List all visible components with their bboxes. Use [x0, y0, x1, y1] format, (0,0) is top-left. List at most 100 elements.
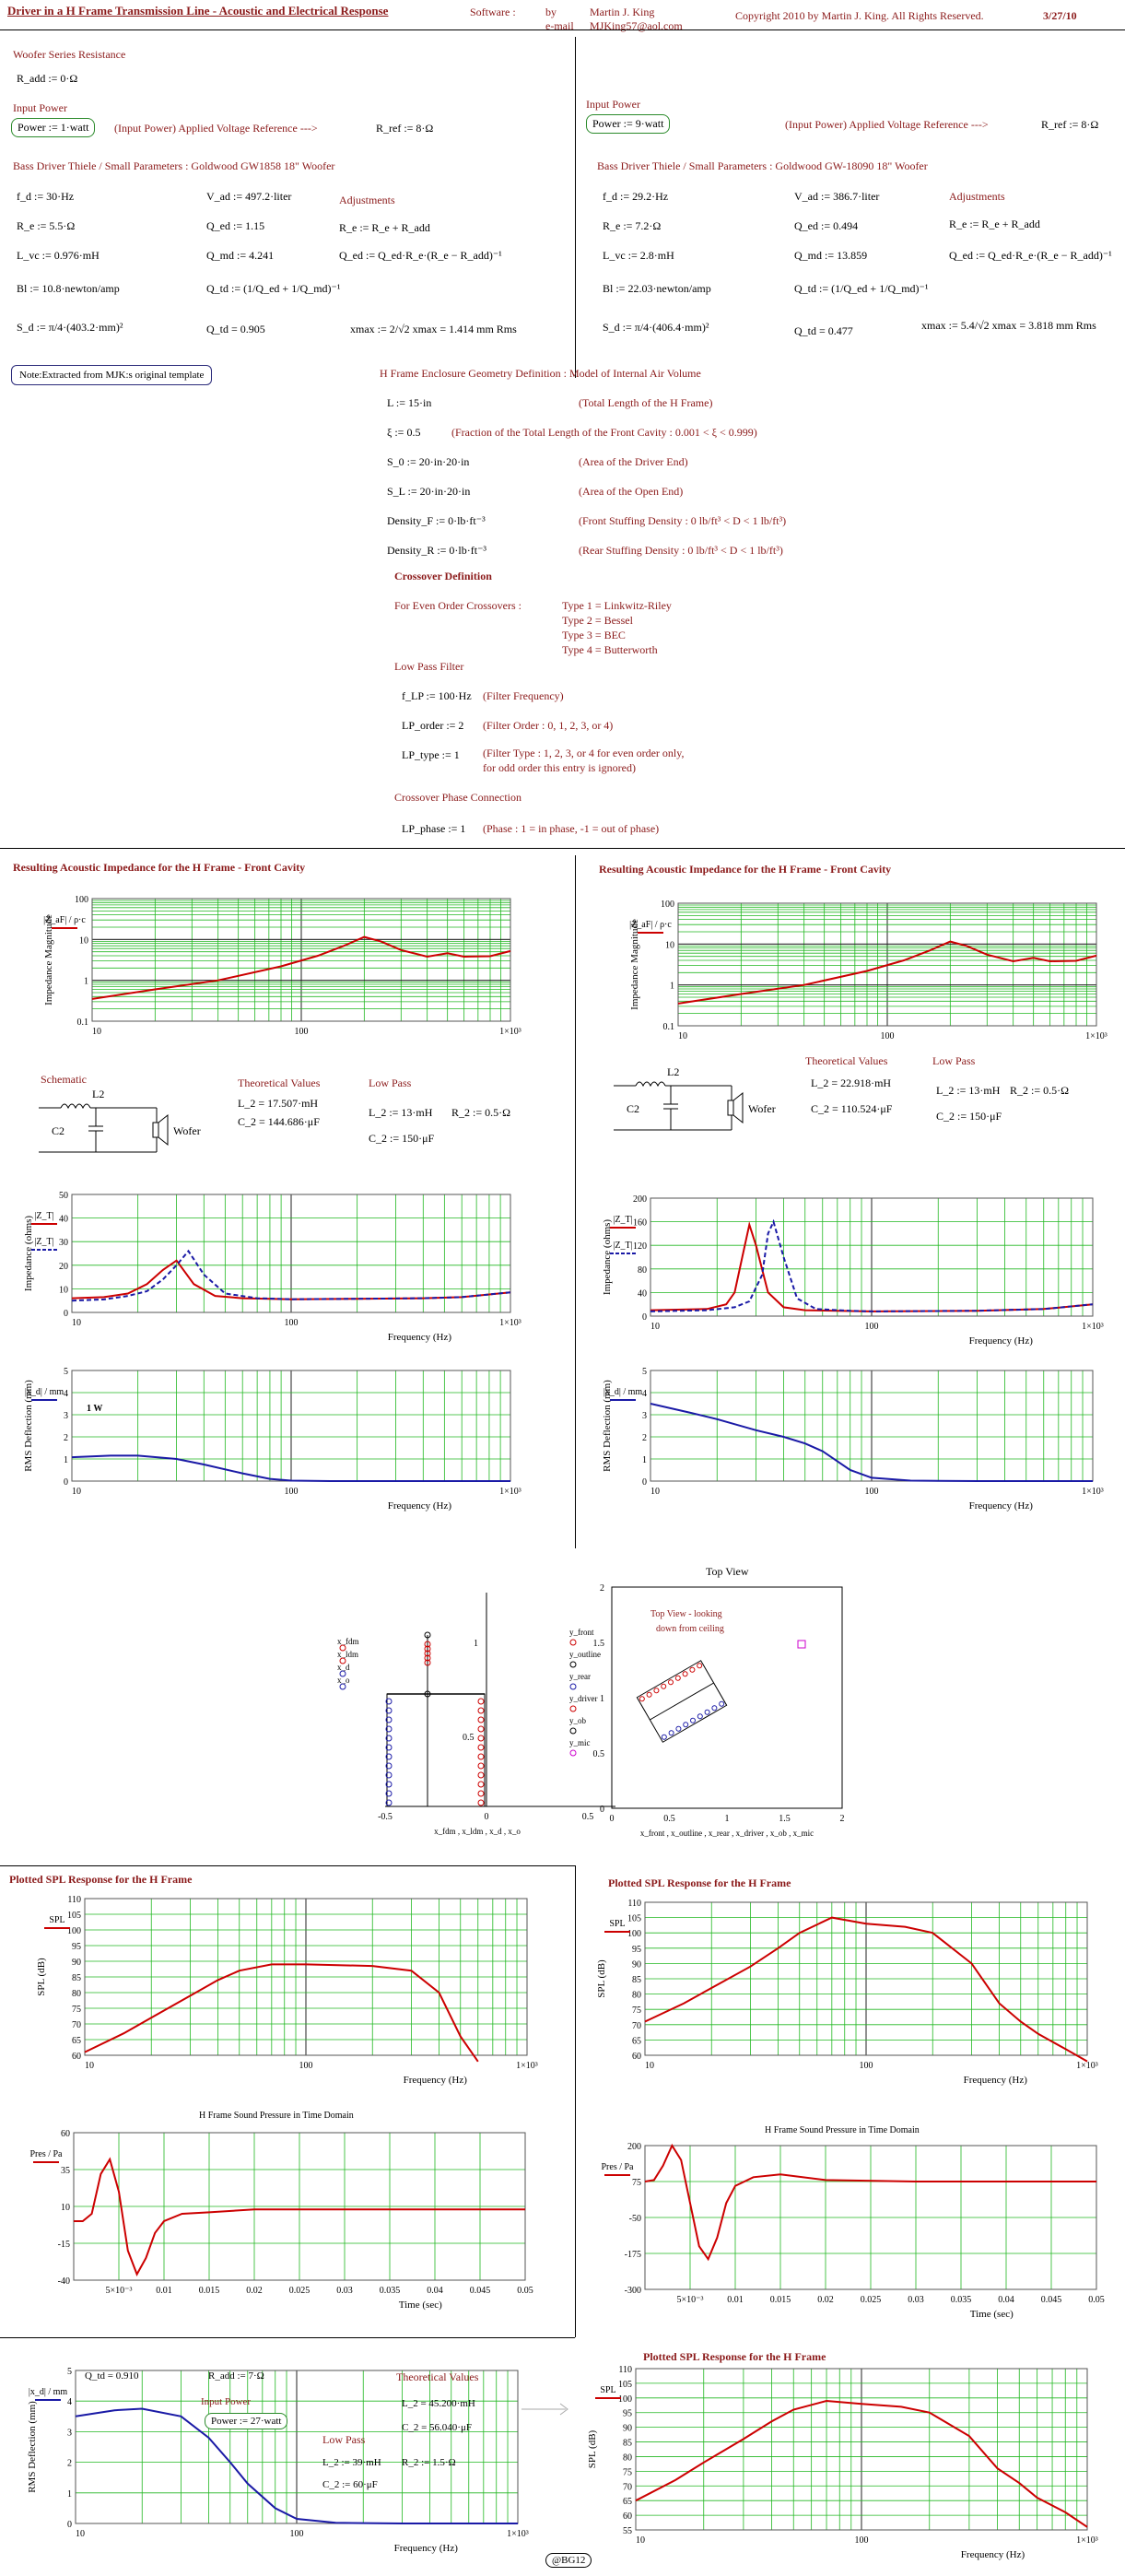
- x-tick-label: 10: [72, 1318, 81, 1328]
- series-line: [677, 940, 1097, 1005]
- param-qtd-result-right: Q_td = 0.477: [794, 324, 853, 337]
- geo-note-2: (Area of the Driver End): [579, 455, 688, 468]
- schematic-label: Schematic: [41, 1073, 87, 1086]
- series-line: [650, 1220, 1094, 1312]
- y-axis-label: Impedance Magnitude: [43, 914, 54, 1006]
- y-tick-label: 3: [64, 1411, 68, 1421]
- theory-label-right: Theoretical Values: [805, 1054, 888, 1067]
- y-tick-label: 75: [72, 2005, 81, 2015]
- theory-l2-right: L_2 = 22.918·mH: [811, 1076, 892, 1089]
- y-tick-label: 100: [75, 895, 88, 905]
- lp-order-note: (Filter Order : 0, 1, 2, 3, or 4): [483, 719, 614, 732]
- legend-label: y_ob: [569, 1716, 587, 1725]
- x-tick-label: 0.045: [1041, 2295, 1062, 2305]
- legend-label: x_ldm: [337, 1650, 358, 1659]
- y-tick-label: 0.5: [593, 1749, 605, 1759]
- y-tick-label: -50: [629, 2214, 641, 2224]
- x-tick-label: 2: [840, 1814, 845, 1824]
- series-name: |Z_aF| / ρ·c: [629, 920, 672, 930]
- param-sd-right: S_d := π/4·(406.4·mm)²: [603, 321, 709, 334]
- legend-marker: [569, 1749, 577, 1757]
- plot-frame: [677, 902, 1097, 1027]
- x-tick-label: 1.5: [779, 1814, 791, 1824]
- series-name: Pres / Pa: [30, 2149, 64, 2159]
- time-title-left: H Frame Sound Pressure in Time Domain: [199, 2111, 354, 2121]
- plot-frame: [650, 1197, 1094, 1317]
- y-tick-label: 110: [627, 1899, 641, 1909]
- rear-point: [385, 1735, 393, 1742]
- driver-point: [424, 1645, 431, 1653]
- lp-type-note2: for odd order this entry is ignored): [483, 761, 636, 774]
- power-field-right[interactable]: Power := 9·watt: [586, 114, 671, 134]
- x-axis-label: Frequency (Hz): [404, 2075, 468, 2086]
- legend-marker: [339, 1683, 346, 1690]
- x-tick-label: 100: [295, 1027, 309, 1037]
- y-tick-label: 70: [632, 2021, 641, 2031]
- ob-point: [424, 1631, 431, 1639]
- y-tick-label: 4: [642, 1389, 647, 1399]
- param-qtd: Q_td := (1/Q_ed + 1/Q_md)⁻¹: [206, 282, 341, 295]
- woofer-label-left: Wofer: [173, 1124, 201, 1137]
- y-tick-label: 85: [72, 1973, 81, 1983]
- rref-right: R_ref := 8·Ω: [1041, 118, 1099, 131]
- x-tick-label: 100: [855, 2535, 869, 2546]
- bottom-power-field[interactable]: Power := 27·watt: [205, 2413, 288, 2429]
- y-tick-label: 35: [61, 2166, 70, 2176]
- by-label: by: [545, 6, 557, 18]
- y-tick-label: 0: [600, 1805, 604, 1815]
- y-tick-label: 200: [633, 1194, 647, 1205]
- adjust-re-right: R_e := R_e + R_add: [949, 218, 1040, 230]
- author: Martin J. King: [590, 6, 655, 18]
- power-field[interactable]: Power := 1·watt: [11, 118, 96, 137]
- front-point: [697, 1663, 703, 1669]
- x-axis-label: Frequency (Hz): [394, 2543, 459, 2554]
- rref: R_ref := 8·Ω: [376, 122, 434, 135]
- y-tick-label: 2: [600, 1583, 604, 1594]
- x-axis-label: Frequency (Hz): [964, 2075, 1028, 2086]
- legend-label: y_driver: [569, 1694, 598, 1703]
- driver-point: [424, 1654, 431, 1662]
- spl-title-right: Plotted SPL Response for the H Frame: [608, 1876, 791, 1889]
- x-tick-label: 0.05: [1088, 2295, 1105, 2305]
- front-point: [477, 1735, 485, 1742]
- x-tick-label: 100: [881, 1031, 895, 1041]
- y-axis-label: Impedance Magnitude: [629, 919, 640, 1010]
- geometry-top-view: 0 0.5 1 1.5 2 0 0.5 1 1.5 2 y_front y_outline y_rear…: [569, 1583, 845, 1838]
- plot-frame: [644, 1901, 1088, 2056]
- x-tick-label: 1×10³: [1082, 1487, 1104, 1497]
- rear-point: [683, 1722, 689, 1728]
- front-point: [477, 1707, 485, 1714]
- email: MJKing57@aol.com: [590, 19, 683, 32]
- x-tick-label: 100: [299, 2061, 313, 2071]
- bottom-lp-l2: L_2 := 39·mH: [322, 2457, 381, 2468]
- front-point: [477, 1753, 485, 1760]
- y-tick-label: 90: [632, 1959, 641, 1970]
- front-point: [477, 1781, 485, 1788]
- x-tick-label: 0.015: [770, 2295, 791, 2305]
- chart-zt_left: 0 10 20 30 40 50 10 100 1×10³ Impedance (ohms) Fre…: [23, 1191, 521, 1343]
- bottom-theory: Theoretical Values: [396, 2370, 479, 2383]
- y-tick-label: 1: [600, 1694, 604, 1704]
- param-qmd-right: Q_md := 13.859: [794, 249, 868, 262]
- y-tick-label: 65: [623, 2497, 632, 2507]
- y-tick-label: 5: [67, 2367, 72, 2377]
- imp-title-left: Resulting Acoustic Impedance for the H F…: [13, 861, 306, 874]
- x-tick-label: 1×10³: [1076, 2535, 1098, 2546]
- y-tick-label: 65: [632, 2036, 641, 2046]
- mic-point: [797, 1640, 806, 1649]
- legend-label: y_outline: [569, 1650, 601, 1659]
- param-bl: Bl := 10.8·newton/amp: [17, 282, 120, 295]
- input-power-note-right: (Input Power) Applied Voltage Reference …: [785, 118, 989, 131]
- x-tick-label: 10: [645, 2061, 654, 2071]
- bottom-theory-l2: L_2 = 45.200·mH: [402, 2398, 475, 2409]
- rear-point: [385, 1799, 393, 1806]
- param-fd-right: f_d := 29.2·Hz: [603, 190, 669, 203]
- x-tick-label: 1×10³: [499, 1318, 521, 1328]
- adjust-qed: Q_ed := Q_ed·R_e·(R_e − R_add)⁻¹: [339, 249, 502, 262]
- x-tick-label: 1×10³: [507, 2529, 529, 2539]
- lp-type: LP_type := 1: [402, 748, 460, 761]
- x-tick-label: 0.035: [951, 2295, 972, 2305]
- lowpass-heading: Low Pass Filter: [394, 660, 464, 673]
- input-power-note: (Input Power) Applied Voltage Reference …: [114, 122, 318, 135]
- x-tick-label: 1×10³: [1085, 1031, 1107, 1041]
